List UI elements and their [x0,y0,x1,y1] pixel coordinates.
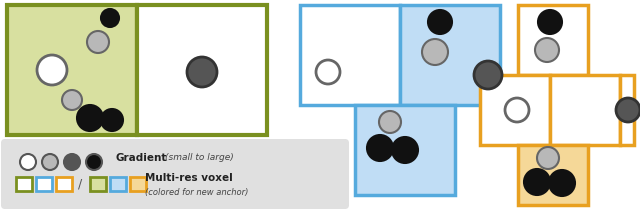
Text: (small to large): (small to large) [165,153,234,162]
Circle shape [428,10,452,34]
Circle shape [379,111,401,133]
FancyBboxPatch shape [1,139,349,209]
Bar [110,177,126,191]
Bar [36,177,52,191]
Circle shape [524,169,550,195]
Bar [130,177,146,191]
Bar [400,5,500,105]
Text: Gradient: Gradient [115,153,166,163]
Circle shape [474,61,502,89]
Circle shape [616,98,640,122]
Bar [620,75,634,145]
Text: (colored for new anchor): (colored for new anchor) [145,188,248,197]
Circle shape [62,90,82,110]
Circle shape [42,154,58,170]
Circle shape [77,105,103,131]
Bar [518,5,588,75]
Circle shape [537,147,559,169]
Text: Multi-res voxel: Multi-res voxel [145,173,233,183]
Circle shape [64,154,80,170]
Bar [16,177,32,191]
Circle shape [549,170,575,196]
Bar [7,5,137,135]
Circle shape [87,31,109,53]
Circle shape [20,154,36,170]
Circle shape [367,135,393,161]
Bar [300,5,400,105]
Circle shape [422,39,448,65]
Bar [56,177,72,191]
Circle shape [86,154,102,170]
Bar [90,177,106,191]
Circle shape [187,57,217,87]
Bar [355,105,455,195]
Circle shape [535,38,559,62]
Circle shape [505,98,529,122]
Circle shape [37,55,67,85]
Circle shape [101,109,123,131]
Circle shape [101,9,119,27]
Circle shape [316,60,340,84]
Bar [550,75,620,145]
Bar [137,5,267,135]
Bar [518,145,588,205]
Circle shape [538,10,562,34]
Circle shape [392,137,418,163]
Bar [480,75,550,145]
Text: /: / [78,177,82,191]
